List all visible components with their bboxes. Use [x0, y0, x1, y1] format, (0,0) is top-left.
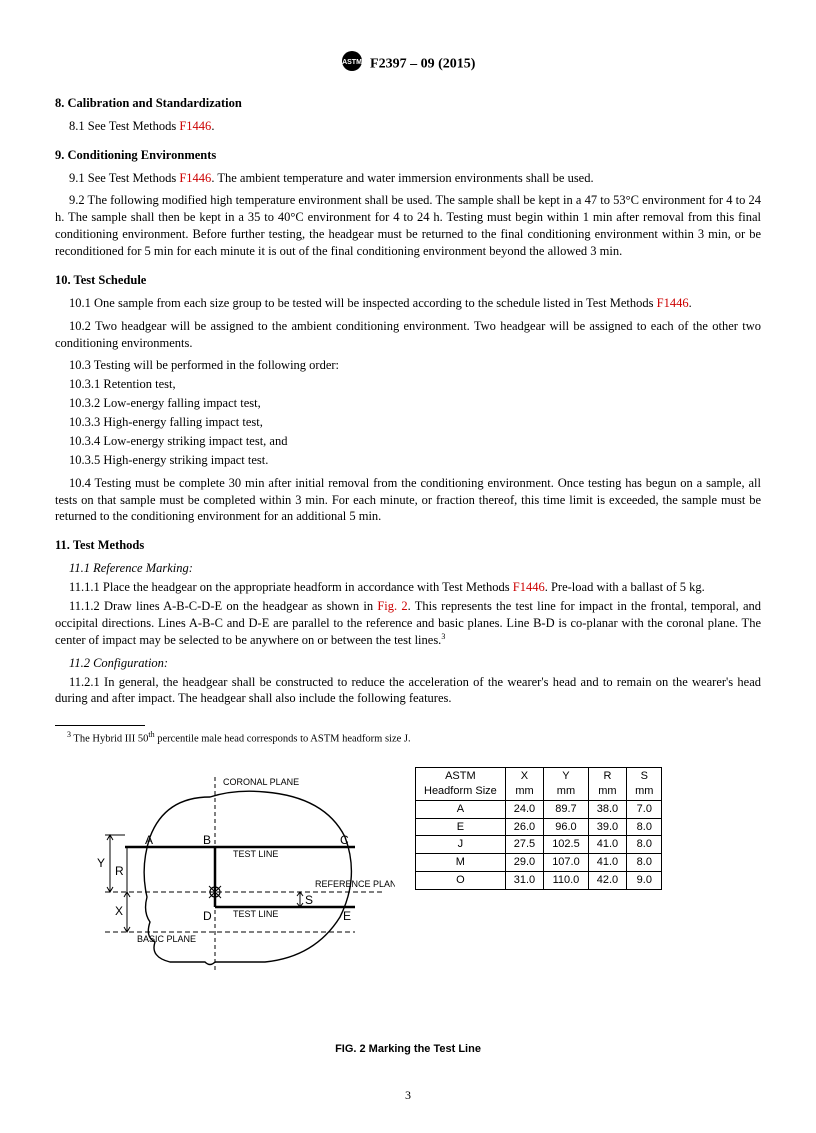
para-9-1: 9.1 See Test Methods F1446. The ambient … [55, 170, 761, 187]
col-r: Rmm [588, 767, 626, 800]
table-row: M29.0107.041.08.0 [416, 854, 662, 872]
table-row: E26.096.039.08.0 [416, 818, 662, 836]
svg-text:CORONAL PLANE: CORONAL PLANE [223, 777, 299, 787]
section-10-title: 10. Test Schedule [55, 272, 761, 289]
para-11-1: 11.1 Reference Marking: [55, 560, 761, 577]
figure-caption: FIG. 2 Marking the Test Line [55, 1042, 761, 1057]
svg-text:Y: Y [97, 856, 105, 870]
col-s: Smm [627, 767, 662, 800]
para-10-3-2: 10.3.2 Low-energy falling impact test, [69, 395, 761, 412]
para-10-4: 10.4 Testing must be complete 30 min aft… [55, 475, 761, 526]
section-9-title: 9. Conditioning Environments [55, 147, 761, 164]
svg-text:C: C [340, 833, 349, 847]
page-number: 3 [55, 1087, 761, 1103]
link-f1446[interactable]: F1446 [179, 171, 211, 185]
section-11-title: 11. Test Methods [55, 537, 761, 554]
col-x: Xmm [505, 767, 543, 800]
svg-text:BASIC PLANE: BASIC PLANE [137, 934, 196, 944]
col-size: ASTMHeadform Size [416, 767, 506, 800]
svg-text:ASTM: ASTM [342, 59, 362, 66]
para-9-2: 9.2 The following modified high temperat… [55, 192, 761, 260]
section-8-title: 8. Calibration and Standardization [55, 95, 761, 112]
link-f1446[interactable]: F1446 [657, 296, 689, 310]
svg-text:E: E [343, 909, 351, 923]
footnote-3: 3 The Hybrid III 50th percentile male he… [55, 730, 761, 747]
link-f1446[interactable]: F1446 [513, 580, 545, 594]
para-11-1-1: 11.1.1 Place the headgear on the appropr… [55, 579, 761, 596]
table-row: J27.5102.541.08.0 [416, 836, 662, 854]
svg-text:S: S [305, 893, 313, 907]
footnote-rule [55, 725, 145, 726]
svg-text:A: A [145, 833, 153, 847]
para-10-3-3: 10.3.3 High-energy falling impact test, [69, 414, 761, 431]
para-11-1-2: 11.1.2 Draw lines A-B-C-D-E on the headg… [55, 598, 761, 649]
svg-text:R: R [115, 864, 124, 878]
para-11-2-1: 11.2.1 In general, the headgear shall be… [55, 674, 761, 708]
col-y: Ymm [544, 767, 589, 800]
standard-number: F2397 – 09 (2015) [370, 57, 475, 72]
table-row: O31.0110.042.09.0 [416, 872, 662, 890]
figure-2-area: CORONAL PLANE A B C TEST LINE D E TEST L… [55, 767, 761, 992]
svg-text:TEST LINE: TEST LINE [233, 909, 278, 919]
para-11-2: 11.2 Configuration: [55, 655, 761, 672]
para-10-3-1: 10.3.1 Retention test, [69, 376, 761, 393]
svg-text:REFERENCE PLANE: REFERENCE PLANE [315, 879, 395, 889]
svg-text:TEST LINE: TEST LINE [233, 849, 278, 859]
link-fig2[interactable]: Fig. 2 [377, 599, 407, 613]
para-10-3-5: 10.3.5 High-energy striking impact test. [69, 452, 761, 469]
page-header: ASTM F2397 – 09 (2015) [55, 50, 761, 79]
svg-text:X: X [115, 904, 123, 918]
table-row: A24.089.738.07.0 [416, 800, 662, 818]
para-10-2: 10.2 Two headgear will be assigned to th… [55, 318, 761, 352]
headform-diagram: CORONAL PLANE A B C TEST LINE D E TEST L… [55, 767, 395, 992]
para-8-1: 8.1 See Test Methods F1446. [55, 118, 761, 135]
svg-text:D: D [203, 909, 212, 923]
table-header-row: ASTMHeadform Size Xmm Ymm Rmm Smm [416, 767, 662, 800]
astm-logo: ASTM [341, 50, 363, 79]
para-10-3-4: 10.3.4 Low-energy striking impact test, … [69, 433, 761, 450]
svg-text:B: B [203, 833, 211, 847]
link-f1446[interactable]: F1446 [179, 119, 211, 133]
para-10-1: 10.1 One sample from each size group to … [55, 295, 761, 312]
para-10-3: 10.3 Testing will be performed in the fo… [55, 357, 761, 374]
headform-table: ASTMHeadform Size Xmm Ymm Rmm Smm A24.08… [415, 767, 662, 890]
